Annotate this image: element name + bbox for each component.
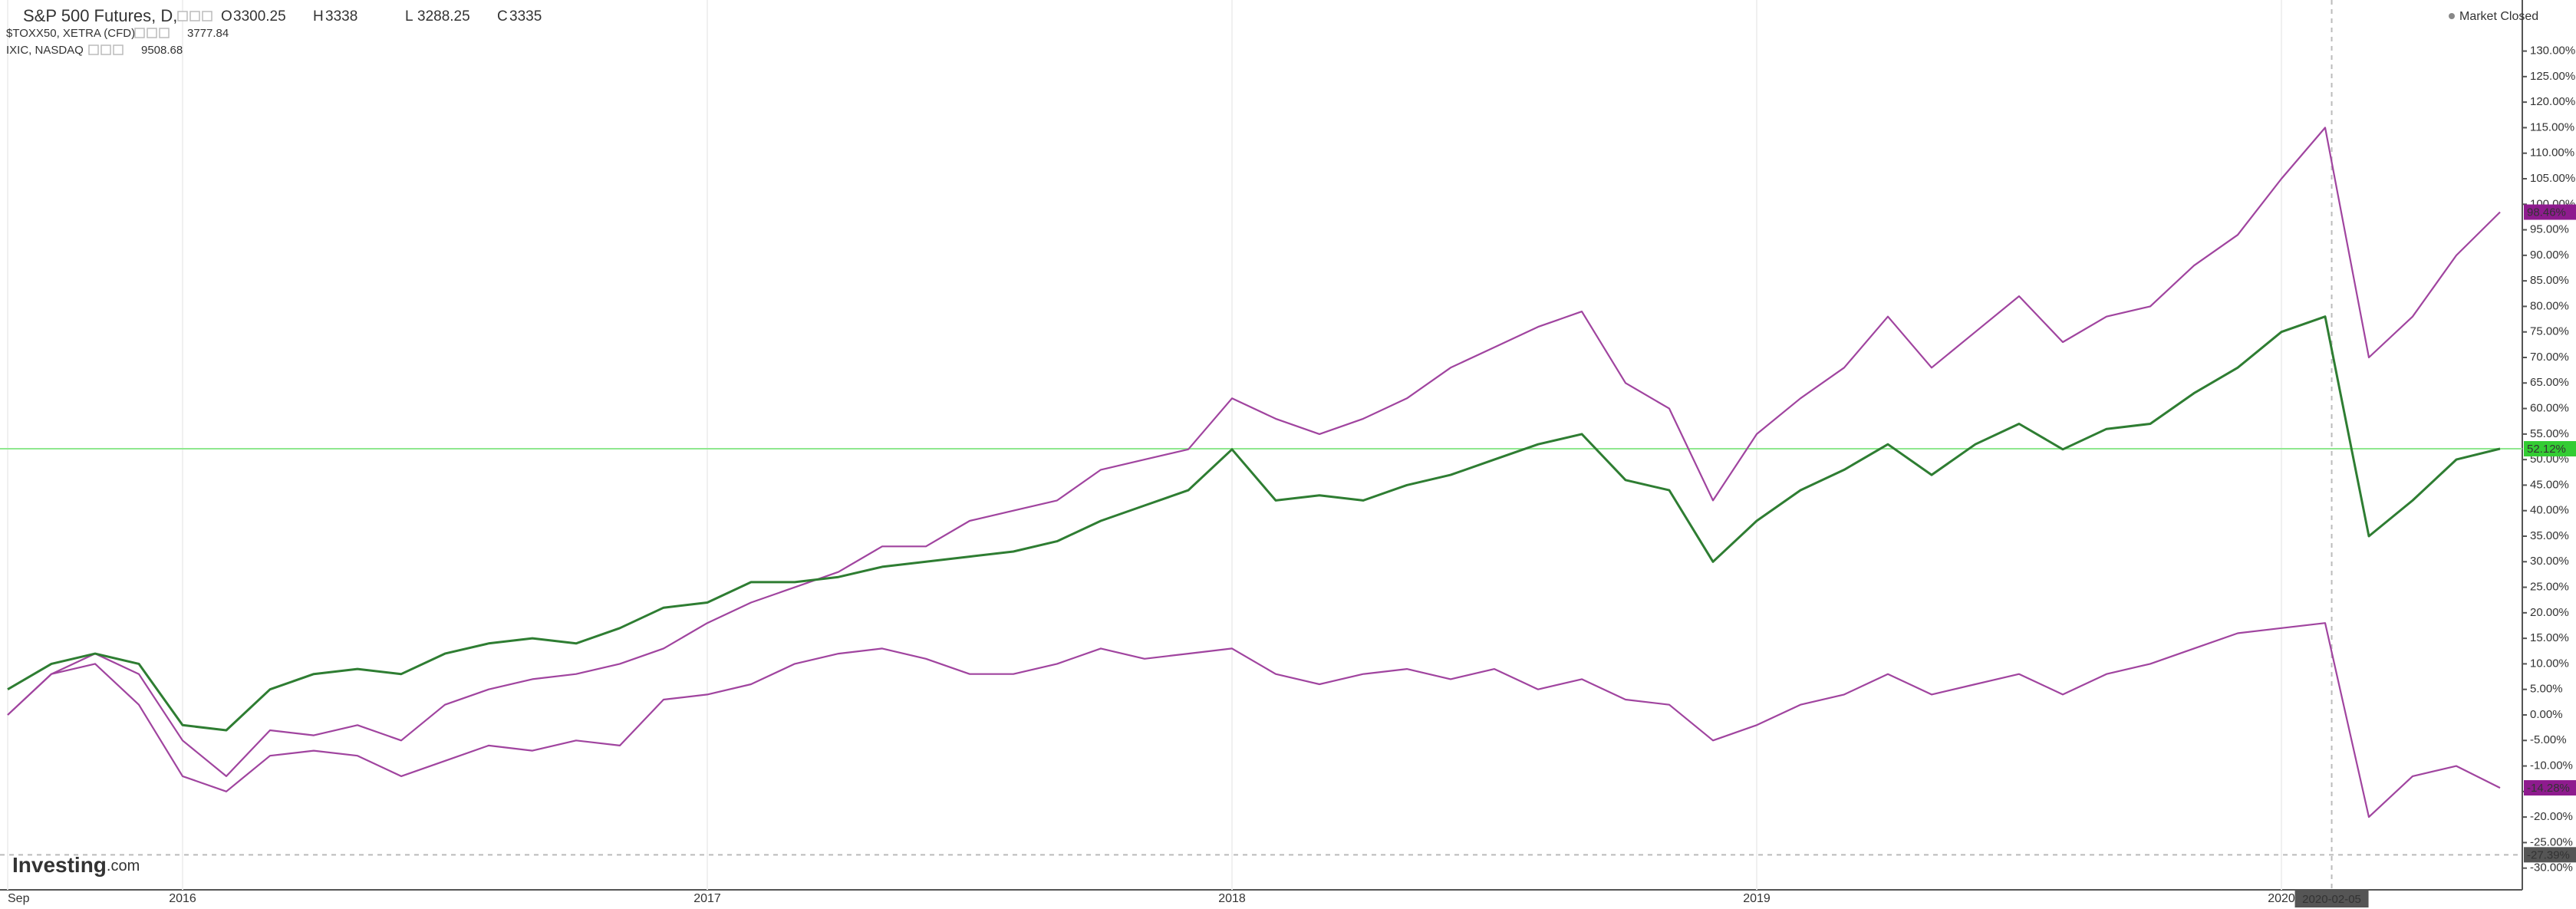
ohlc-value: 3300.25 <box>233 8 286 25</box>
brand: Investing.com <box>12 853 140 877</box>
legend-icon <box>147 28 157 38</box>
status-dot <box>2449 13 2455 19</box>
y-tick-label: 0.00% <box>2530 708 2563 721</box>
market-status: Market Closed <box>2459 10 2538 23</box>
legend-icon <box>88 44 99 55</box>
series-name: S&P 500 Futures, D, <box>23 6 177 25</box>
legend-icon <box>202 11 212 21</box>
crosshair-y-label: -27.39% <box>2527 848 2570 861</box>
series-name: IXIC, NASDAQ <box>6 44 84 57</box>
crosshair-y-box <box>2524 847 2576 863</box>
last-value-label: 52.12% <box>2527 443 2566 456</box>
y-tick-label: 40.00% <box>2530 504 2569 517</box>
series-name: $TOXX50, XETRA (CFD) <box>6 27 135 40</box>
y-tick-label: 125.00% <box>2530 70 2575 83</box>
y-tick-label: 20.00% <box>2530 606 2569 619</box>
ohlc-label: L <box>405 8 413 25</box>
x-tick-label: 2017 <box>693 892 721 905</box>
y-tick-label: -25.00% <box>2530 835 2573 848</box>
y-tick-label: 15.00% <box>2530 631 2569 644</box>
ohlc-value: 3335 <box>509 8 542 25</box>
ohlc-value: 3288.25 <box>417 8 470 25</box>
x-tick-label: 2016 <box>169 892 196 905</box>
legend-icon <box>134 28 145 38</box>
y-tick-label: 30.00% <box>2530 555 2569 568</box>
y-tick-label: 10.00% <box>2530 657 2569 670</box>
legend-icon <box>177 11 188 21</box>
legend-icon <box>100 44 111 55</box>
last-value-box <box>2524 204 2576 220</box>
series-line <box>7 127 2501 777</box>
x-tick-label: Sep <box>8 892 30 905</box>
x-tick-label: 2018 <box>1218 892 1246 905</box>
last-value-box <box>2524 780 2576 796</box>
x-tick-label: 2019 <box>1743 892 1771 905</box>
legend-icon <box>113 44 124 55</box>
y-tick-label: -20.00% <box>2530 810 2573 823</box>
y-tick-label: 60.00% <box>2530 402 2569 415</box>
last-value-label: -14.28% <box>2527 782 2570 795</box>
y-tick-label: 45.00% <box>2530 478 2569 491</box>
y-tick-label: 90.00% <box>2530 249 2569 262</box>
y-tick-label: 110.00% <box>2530 147 2574 160</box>
x-tick-label: 2020 <box>2268 892 2295 905</box>
y-tick-label: 5.00% <box>2530 683 2563 696</box>
brand-name: Investing <box>12 853 107 877</box>
y-tick-label: 80.00% <box>2530 299 2569 312</box>
last-value-box <box>2524 441 2576 457</box>
ohlc-label: C <box>497 8 508 25</box>
y-tick-label: -30.00% <box>2530 861 2573 874</box>
y-tick-label: 105.00% <box>2530 172 2575 185</box>
y-tick-label: 95.00% <box>2530 223 2569 236</box>
crosshair-x-label: 2020-02-05 <box>2302 893 2361 906</box>
crosshair-x-box <box>2294 891 2369 907</box>
y-tick-label: -5.00% <box>2530 733 2567 746</box>
y-tick-label: 85.00% <box>2530 274 2569 287</box>
y-tick-label: 75.00% <box>2530 325 2569 338</box>
y-tick-label: 65.00% <box>2530 376 2569 389</box>
brand-suffix: .com <box>107 858 140 874</box>
y-tick-label: 35.00% <box>2530 529 2569 542</box>
series-price: 9508.68 <box>141 44 183 57</box>
series-line <box>7 315 2501 732</box>
series-line <box>7 622 2501 818</box>
y-tick-label: 55.00% <box>2530 427 2569 440</box>
last-value-label: 98.46% <box>2527 206 2566 219</box>
y-tick-label: 115.00% <box>2530 120 2574 133</box>
y-tick-label: 130.00% <box>2530 44 2575 58</box>
y-tick-label: 70.00% <box>2530 351 2569 364</box>
y-tick-label: 120.00% <box>2530 95 2575 108</box>
legend-icon <box>189 11 200 21</box>
ohlc-label: H <box>313 8 324 25</box>
series-price: 3777.84 <box>187 27 229 40</box>
y-tick-label: 25.00% <box>2530 581 2569 594</box>
y-tick-label: -10.00% <box>2530 759 2573 772</box>
ohlc-label: O <box>221 8 232 25</box>
legend-icon <box>159 28 170 38</box>
ohlc-value: 3338 <box>325 8 357 25</box>
